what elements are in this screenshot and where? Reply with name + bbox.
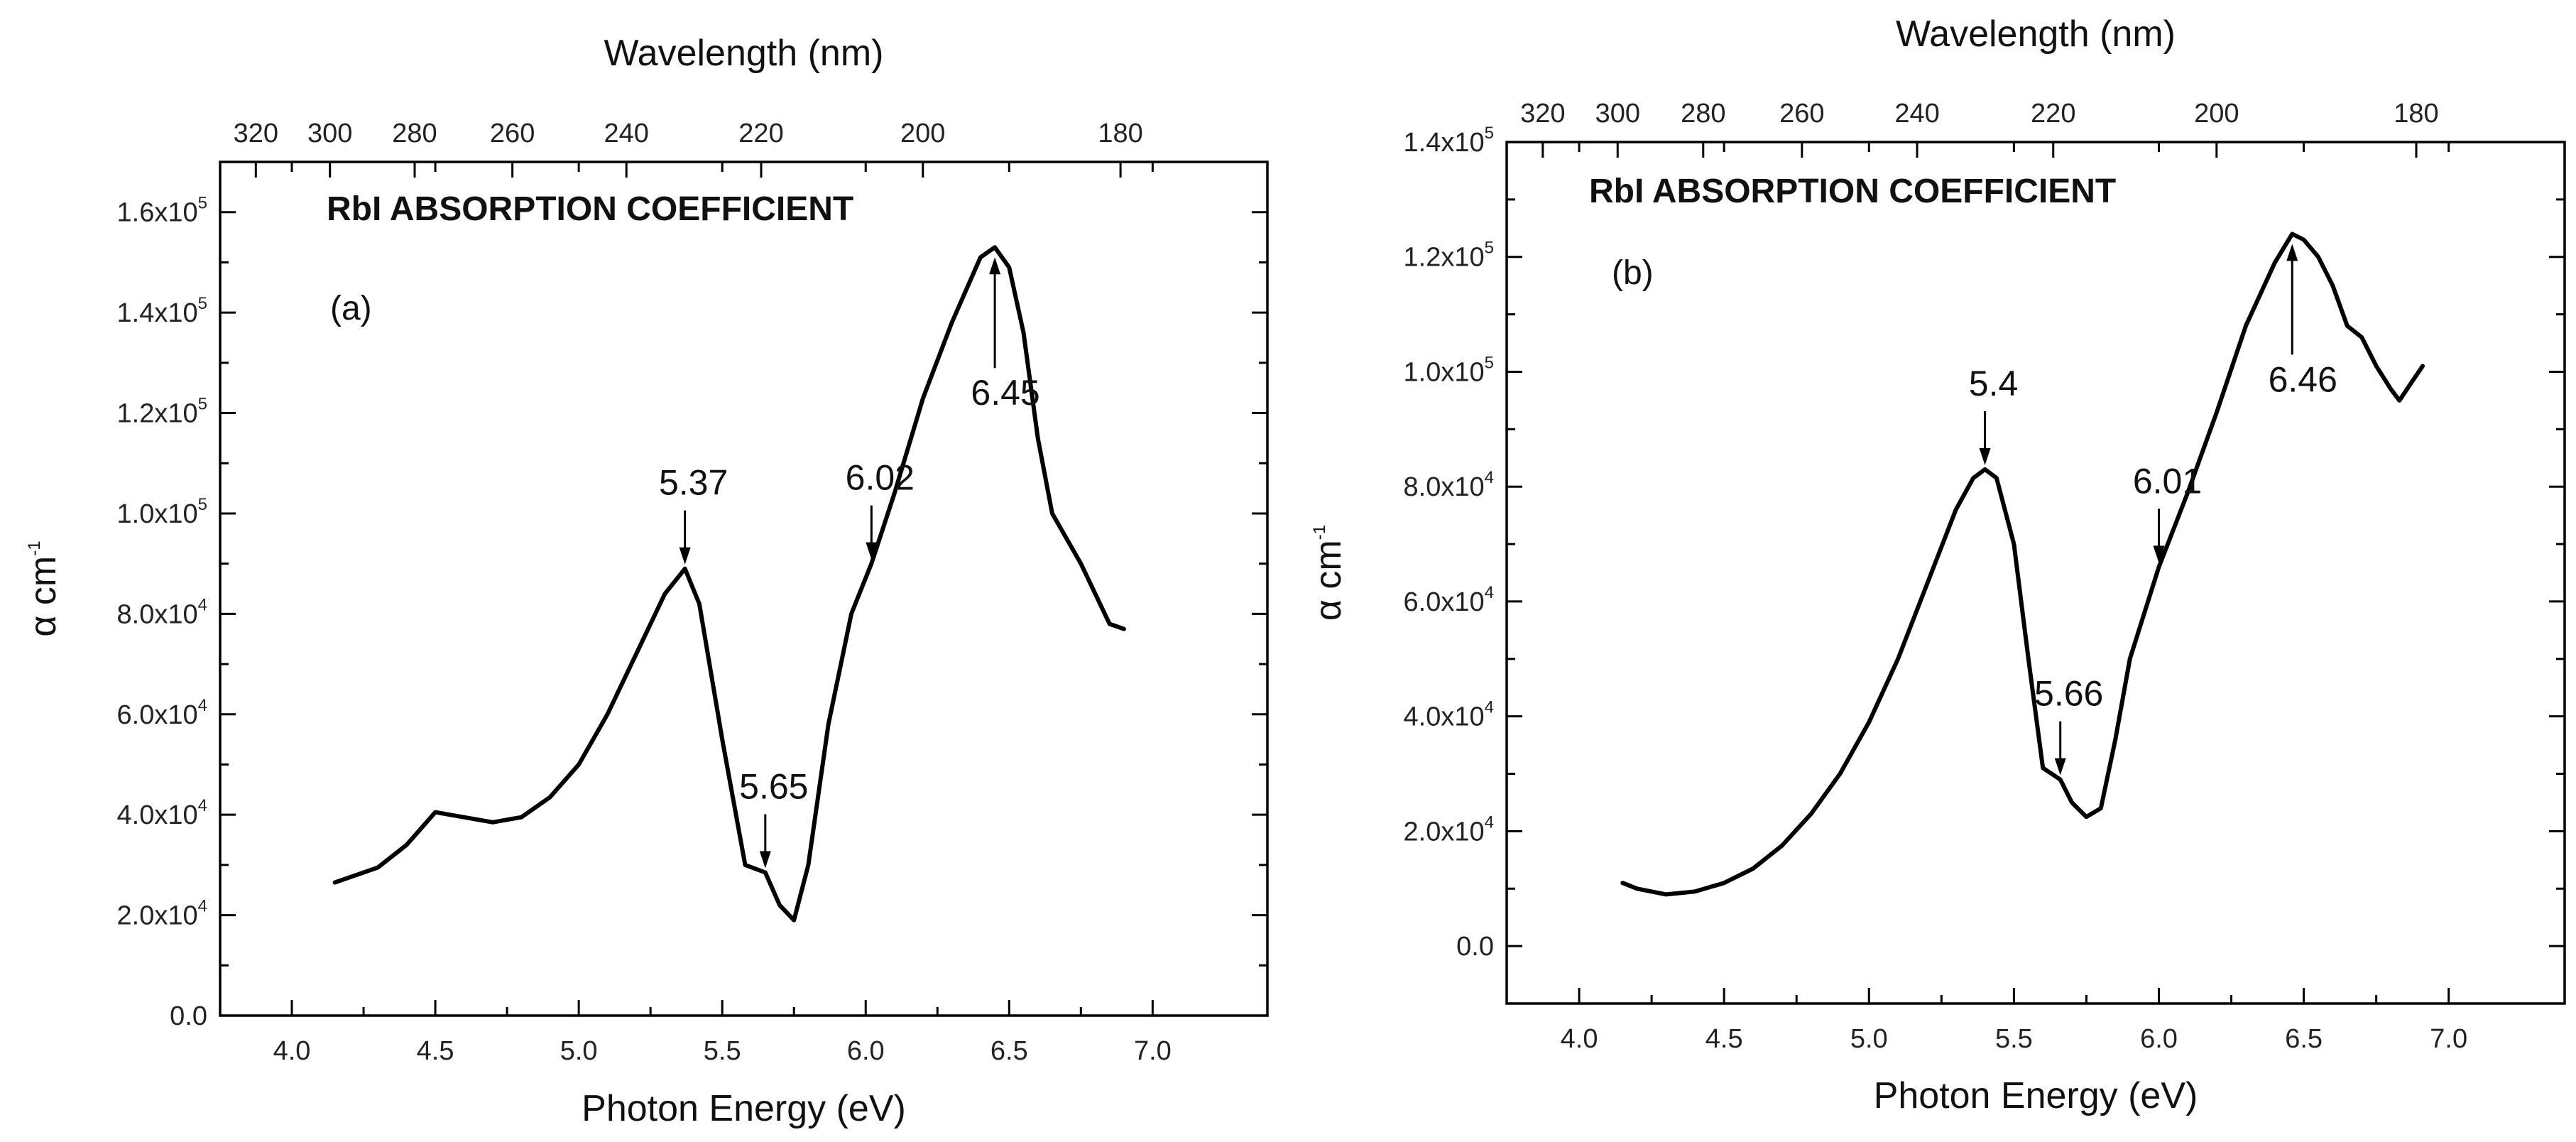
plot-frame <box>1505 141 2566 1005</box>
annotation-label: 5.66 <box>2034 674 2103 714</box>
top-tick-label: 180 <box>1098 119 1142 148</box>
y-tick-exponent: 4 <box>198 595 207 614</box>
y-tick-exponent: 5 <box>198 194 207 213</box>
top-tick-label: 260 <box>490 119 535 148</box>
y-tick-label: 1.6x105 <box>117 194 207 228</box>
y-tick-label: 1.2x105 <box>1404 239 1494 273</box>
y-tick-label: 0.0 <box>170 1001 207 1031</box>
annotation-arrowhead <box>759 851 771 869</box>
data-series-line <box>1620 232 2425 897</box>
y-tick-label: 2.0x104 <box>1404 812 1494 847</box>
annotation-label: 5.37 <box>659 463 728 503</box>
top-tick-label: 280 <box>392 119 437 148</box>
y-tick-exponent: 4 <box>198 796 207 815</box>
y-tick-label: 6.0x104 <box>117 696 207 730</box>
y-tick-exponent: 5 <box>1485 353 1494 372</box>
top-tick-label: 320 <box>1520 99 1565 129</box>
top-axis-title: Wavelength (nm) <box>604 33 884 74</box>
annotation-label: 6.46 <box>2269 359 2337 399</box>
top-tick-label: 300 <box>307 119 352 148</box>
y-tick-label: 2.0x104 <box>117 897 207 931</box>
x-tick-label: 7.0 <box>1134 1036 1172 1066</box>
top-tick-label: 220 <box>2031 99 2075 129</box>
plot-frame <box>219 161 1269 1017</box>
x-tick-label: 4.0 <box>273 1036 311 1066</box>
x-tick-label: 5.5 <box>704 1036 741 1066</box>
y-axis-title-exponent: -1 <box>1310 525 1329 540</box>
top-tick-label: 300 <box>1595 99 1640 129</box>
annotation-label: 5.4 <box>1969 364 2019 403</box>
y-tick-label: 1.0x105 <box>1404 353 1494 387</box>
y-tick-exponent: 4 <box>198 696 207 715</box>
y-tick-exponent: 4 <box>1485 583 1494 602</box>
y-tick-label: 4.0x104 <box>117 796 207 830</box>
top-tick-label: 220 <box>738 119 783 148</box>
annotation-arrowhead <box>2153 545 2165 563</box>
y-tick-label: 1.4x105 <box>117 294 207 328</box>
x-tick-label: 5.0 <box>560 1036 598 1066</box>
top-tick-label: 240 <box>1894 99 1939 129</box>
y-axis-title: α cm-1 <box>23 540 64 636</box>
y-tick-label: 6.0x104 <box>1404 583 1494 617</box>
chart-title: RbI ABSORPTION COEFFICIENT <box>327 190 853 228</box>
y-tick-label: 1.2x105 <box>117 395 207 429</box>
annotation-arrowhead <box>679 547 691 565</box>
y-tick-exponent: 5 <box>1485 124 1494 143</box>
panel-label: (b) <box>1612 254 1654 292</box>
x-tick-label: 4.5 <box>1705 1024 1743 1054</box>
top-tick-label: 280 <box>1681 99 1725 129</box>
y-tick-exponent: 4 <box>1485 812 1494 832</box>
top-tick-label: 320 <box>234 119 278 148</box>
annotation-arrowhead <box>989 257 1001 275</box>
y-tick-exponent: 5 <box>198 395 207 414</box>
y-tick-label: 1.4x105 <box>1404 124 1494 158</box>
panel-label: (a) <box>330 290 372 327</box>
top-tick-label: 180 <box>2394 99 2438 129</box>
x-tick-label: 6.5 <box>990 1036 1028 1066</box>
y-axis-title-exponent: -1 <box>25 540 44 555</box>
top-tick-label: 200 <box>900 119 945 148</box>
top-tick-label: 200 <box>2194 99 2239 129</box>
x-tick-label: 4.0 <box>1561 1024 1598 1054</box>
y-tick-label: 4.0x104 <box>1404 698 1494 732</box>
y-tick-exponent: 4 <box>198 897 207 916</box>
x-tick-label: 4.5 <box>417 1036 454 1066</box>
top-tick-label: 260 <box>1779 99 1824 129</box>
x-tick-label: 7.0 <box>2430 1024 2467 1054</box>
x-tick-label: 6.0 <box>847 1036 885 1066</box>
annotation-label: 6.02 <box>846 458 915 498</box>
y-tick-label: 8.0x104 <box>117 595 207 629</box>
annotation-arrowhead <box>866 542 878 560</box>
annotation-arrowhead <box>2054 758 2066 776</box>
x-tick-label: 6.0 <box>2140 1024 2178 1054</box>
annotation-label: 6.45 <box>971 373 1039 413</box>
chart-panel-a: 4.0 4.5 5.0 5.5 6.0 6.5 7.0 320 300 280 260 240 220 2… <box>23 33 1269 1129</box>
top-axis-title: Wavelength (nm) <box>1896 13 2176 55</box>
annotation-arrowhead <box>2286 244 2298 261</box>
x-axis-title: Photon Energy (eV) <box>1874 1075 2198 1116</box>
y-axis-title: α cm-1 <box>1308 525 1349 621</box>
x-tick-label: 5.5 <box>1995 1024 2033 1054</box>
y-tick-exponent: 5 <box>1485 239 1494 258</box>
x-axis-title: Photon Energy (eV) <box>582 1088 906 1129</box>
y-tick-exponent: 5 <box>198 294 207 313</box>
y-tick-label: 1.0x105 <box>117 495 207 529</box>
annotation-arrowhead <box>1979 447 1991 465</box>
annotation-label: 5.65 <box>739 766 808 806</box>
chart-panel-b: 4.0 4.5 5.0 5.5 6.0 6.5 7.0 320 300 280 260 240 220 2… <box>1308 13 2566 1116</box>
chart-title: RbI ABSORPTION COEFFICIENT <box>1589 173 2116 210</box>
y-tick-exponent: 4 <box>1485 468 1494 487</box>
data-series-line <box>332 245 1126 923</box>
x-tick-label: 5.0 <box>1850 1024 1888 1054</box>
y-tick-exponent: 5 <box>198 495 207 514</box>
top-tick-label: 240 <box>604 119 649 148</box>
y-tick-label: 0.0 <box>1456 932 1494 962</box>
annotation-label: 6.01 <box>2133 461 2202 501</box>
y-tick-exponent: 4 <box>1485 698 1494 717</box>
x-tick-label: 6.5 <box>2285 1024 2323 1054</box>
y-tick-label: 8.0x104 <box>1404 468 1494 502</box>
